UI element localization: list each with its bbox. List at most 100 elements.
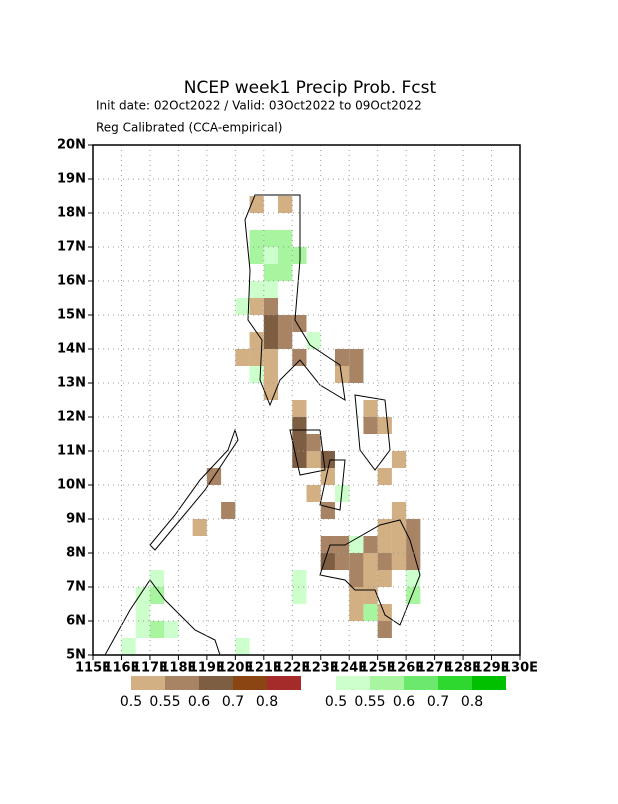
prob-cell	[292, 247, 307, 264]
x-tick-label: 126E	[388, 661, 424, 676]
y-tick-label: 17N	[57, 240, 86, 255]
prob-cell	[363, 417, 378, 434]
x-tick-label: 127E	[417, 661, 453, 676]
prob-cell	[363, 553, 378, 570]
legend-swatch	[233, 676, 267, 690]
prob-cell	[278, 332, 293, 349]
prob-cell	[406, 519, 421, 536]
prob-cell	[320, 536, 335, 553]
legend-label: 0.7	[427, 694, 449, 710]
prob-cell	[334, 553, 350, 570]
prob-cell	[235, 298, 250, 315]
prob-cell	[349, 553, 364, 570]
x-tick-label: 123E	[303, 661, 339, 676]
prob-cell	[377, 417, 392, 434]
y-tick-label: 8N	[66, 546, 86, 561]
prob-cell	[363, 604, 378, 621]
prob-cell	[292, 349, 307, 366]
prob-cell	[292, 400, 307, 417]
prob-cell	[320, 502, 335, 519]
prob-cell	[349, 587, 364, 604]
prob-cell	[320, 553, 335, 570]
prob-cell	[278, 247, 293, 264]
y-tick-label: 7N	[66, 580, 86, 595]
prob-cell	[263, 383, 279, 400]
y-tick-label: 18N	[57, 206, 86, 221]
coastline	[104, 194, 421, 656]
prob-cell	[263, 247, 279, 264]
prob-cell	[292, 587, 307, 604]
x-tick-label: 117E	[132, 661, 168, 676]
prob-cell	[278, 264, 293, 281]
x-tick-label: 115E	[75, 661, 111, 676]
legend-label: 0.5	[325, 694, 347, 710]
legend-label: 0.55	[354, 694, 385, 710]
prob-cell	[249, 247, 264, 264]
y-tick-label: 6N	[66, 614, 86, 629]
x-tick-label: 130E	[502, 661, 538, 676]
legend-label: 0.8	[461, 694, 483, 710]
prob-cell	[263, 264, 279, 281]
prob-cell	[192, 519, 207, 536]
prob-cell	[249, 298, 264, 315]
legend-swatch	[131, 676, 165, 690]
prob-cell	[249, 349, 264, 366]
prob-cell	[363, 400, 378, 417]
prob-cell	[320, 468, 335, 485]
prob-cell	[306, 332, 321, 349]
prob-cell	[221, 502, 236, 519]
prob-cell	[377, 468, 392, 485]
legend-label: 0.55	[149, 694, 180, 710]
prob-cell	[306, 451, 321, 468]
prob-cell	[164, 621, 179, 638]
x-tick-label: 122E	[274, 661, 310, 676]
prob-cell	[149, 570, 165, 587]
prob-cell	[263, 298, 279, 315]
y-tick-label: 19N	[57, 172, 86, 187]
prob-cell	[149, 621, 165, 638]
y-tick-label: 15N	[57, 308, 86, 323]
prob-cell	[278, 196, 293, 213]
prob-cell	[349, 570, 364, 587]
prob-cell	[363, 536, 378, 553]
frame	[92, 144, 521, 656]
y-tick-label: 20N	[57, 138, 86, 153]
prob-cell	[334, 349, 350, 366]
prob-cell	[135, 621, 150, 638]
prob-cell	[249, 230, 264, 247]
prob-cell	[278, 230, 293, 247]
prob-cell	[377, 553, 392, 570]
prob-cell	[406, 553, 421, 570]
prob-cell	[135, 604, 150, 621]
legend-swatch	[472, 676, 506, 690]
prob-cell	[135, 587, 150, 604]
y-tick-label: 16N	[57, 274, 86, 289]
y-tick-label: 11N	[57, 444, 86, 459]
prob-cell	[263, 332, 279, 349]
y-tick-label: 9N	[66, 512, 86, 527]
prob-cell	[278, 315, 293, 332]
prob-cell	[363, 587, 378, 604]
legend-label: 0.7	[222, 694, 244, 710]
prob-cell	[292, 451, 307, 468]
prob-cell	[349, 366, 364, 383]
prob-cell	[391, 451, 407, 468]
prob-cell	[391, 553, 407, 570]
legend-label: 0.6	[188, 694, 210, 710]
legend-swatch	[404, 676, 438, 690]
prob-cell	[263, 315, 279, 332]
prob-cell	[292, 570, 307, 587]
prob-cell	[377, 621, 392, 638]
prob-cell	[235, 349, 250, 366]
title: NCEP week1 Precip Prob. Fcst	[184, 78, 437, 98]
prob-cell	[391, 536, 407, 553]
y-tick-label: 5N	[66, 648, 86, 663]
legend-label: 0.6	[393, 694, 415, 710]
y-tick-label: 13N	[57, 376, 86, 391]
prob-cell	[263, 366, 279, 383]
x-tick-label: 121E	[246, 661, 282, 676]
prob-cell	[349, 604, 364, 621]
prob-cell	[349, 349, 364, 366]
prob-cell	[377, 519, 392, 536]
